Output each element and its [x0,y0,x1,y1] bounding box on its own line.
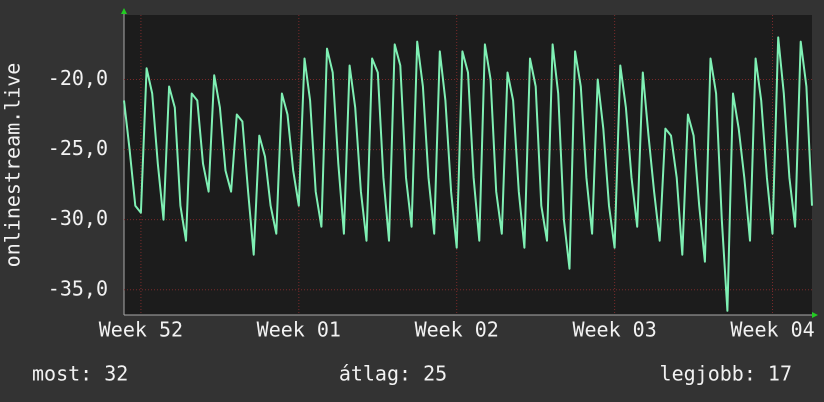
legend-average: átlag: 25 [339,362,447,386]
x-tick-label: Week 02 [415,318,499,342]
legend-max: legjobb: 17 [660,362,792,386]
plot-area [124,15,812,315]
y-tick-label: -30,0 [48,206,108,230]
y-axis-title: onlinestream.live [1,63,25,268]
x-tick-label: Week 04 [730,318,814,342]
x-tick-label: Week 01 [257,318,341,342]
x-arrow [812,312,818,318]
y-arrow [121,8,127,14]
y-tick-label: -25,0 [48,136,108,160]
data-line [123,36,813,312]
y-tick-label: -20,0 [48,66,108,90]
y-tick-label: -35,0 [48,276,108,300]
x-tick-label: Week 52 [99,318,183,342]
legend-current: most: 32 [32,362,128,386]
x-tick-label: Week 03 [572,318,656,342]
